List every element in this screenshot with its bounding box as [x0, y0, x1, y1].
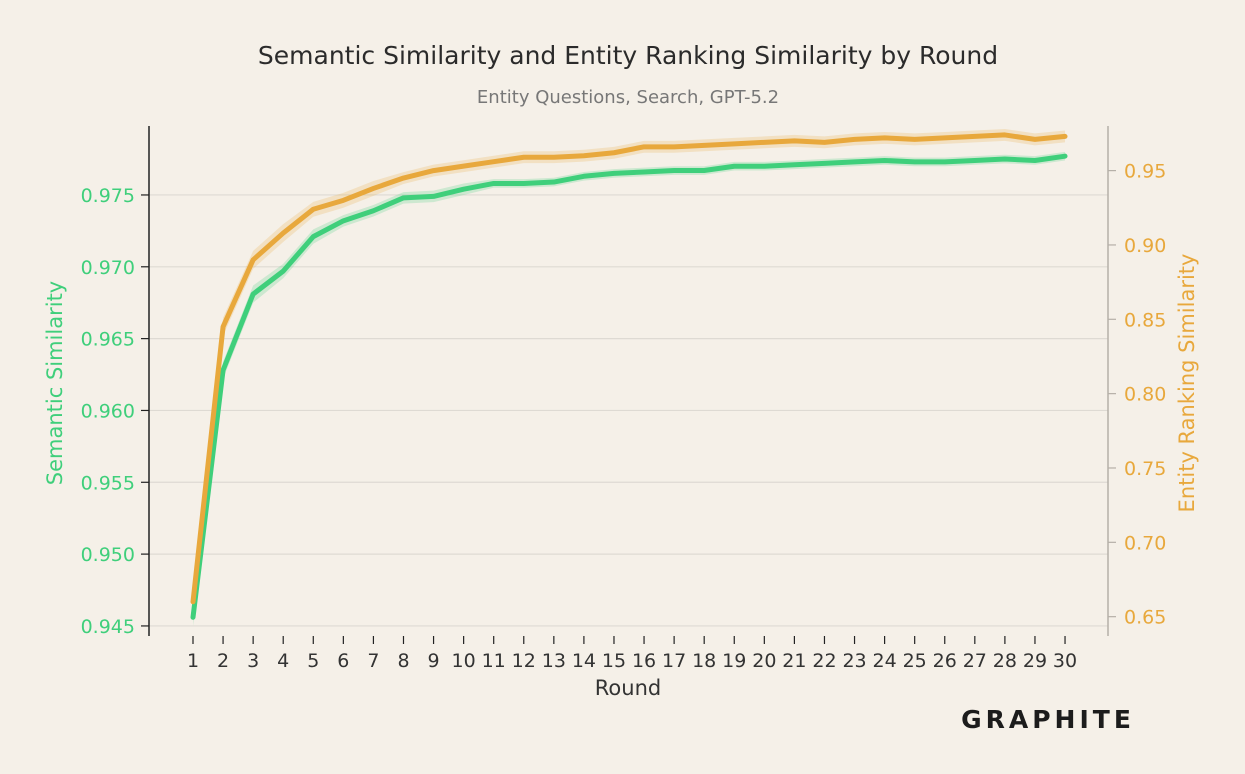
y-right-tick-label-1: 0.70	[1124, 532, 1166, 554]
x-tick-label-11: 12	[512, 650, 536, 672]
x-tick-label-21: 22	[812, 650, 836, 672]
chart-subtitle: Entity Questions, Search, GPT-5.2	[477, 87, 779, 108]
x-tick-label-24: 25	[903, 650, 927, 672]
x-tick-label-3: 4	[277, 650, 289, 672]
y-axis-right-label: Entity Ranking Similarity	[1175, 254, 1199, 513]
x-tick-label-29: 30	[1053, 650, 1077, 672]
confidence-band-semantic	[193, 151, 1066, 626]
x-tick-label-2: 3	[247, 650, 259, 672]
y-left-tick-label-6: 0.975	[81, 185, 135, 207]
x-tick-label-14: 15	[602, 650, 626, 672]
series-line-semantic	[190, 153, 1068, 620]
band-layer	[193, 128, 1066, 626]
y-right-tick-label-2: 0.75	[1124, 458, 1166, 480]
x-tick-label-7: 8	[397, 650, 409, 672]
x-tick-label-8: 9	[428, 650, 440, 672]
y-right-tick-label-5: 0.90	[1124, 235, 1166, 257]
x-tick-label-10: 11	[482, 650, 506, 672]
chart-title: Semantic Similarity and Entity Ranking S…	[258, 41, 998, 70]
x-axis-label: Round	[595, 676, 661, 700]
line-layer	[190, 132, 1068, 620]
grid-layer	[149, 194, 1108, 627]
y-left-tick-label-1: 0.950	[81, 544, 135, 566]
confidence-band-entity	[193, 128, 1066, 611]
x-tick-label-27: 28	[993, 650, 1017, 672]
y-left-tick-label-5: 0.970	[81, 257, 135, 279]
x-tick-label-6: 7	[367, 650, 379, 672]
y-left-tick-label-3: 0.960	[81, 400, 135, 422]
y-right-tick-label-6: 0.95	[1124, 161, 1166, 183]
x-tick-label-1: 2	[217, 650, 229, 672]
x-tick-label-5: 6	[337, 650, 349, 672]
y-left-tick-label-2: 0.955	[81, 472, 135, 494]
x-tick-label-15: 16	[632, 650, 656, 672]
x-tick-label-16: 17	[662, 650, 686, 672]
x-tick-label-9: 10	[452, 650, 476, 672]
x-tick-label-0: 1	[187, 650, 199, 672]
x-tick-label-25: 26	[933, 650, 957, 672]
x-tick-label-20: 21	[782, 650, 806, 672]
y-axis-left-label: Semantic Similarity	[43, 281, 67, 485]
logo-text: GRAPHITE	[961, 705, 1135, 734]
x-tick-label-12: 13	[542, 650, 566, 672]
y-right-tick-label-0: 0.65	[1124, 607, 1166, 629]
x-tick-label-13: 14	[572, 650, 596, 672]
x-tick-label-4: 5	[307, 650, 319, 672]
y-left-tick-label-0: 0.945	[81, 616, 135, 638]
x-tick-label-17: 18	[692, 650, 716, 672]
x-tick-label-28: 29	[1023, 650, 1047, 672]
x-tick-label-26: 27	[963, 650, 987, 672]
y-right-tick-label-3: 0.80	[1124, 384, 1166, 406]
x-tick-label-19: 20	[752, 650, 776, 672]
y-right-tick-label-4: 0.85	[1124, 309, 1166, 331]
graphite-logo: GRAPHITE	[961, 705, 1135, 734]
x-tick-label-18: 19	[722, 650, 746, 672]
axis-layer: 0.9450.9500.9550.9600.9650.9700.9750.650…	[81, 126, 1166, 672]
x-tick-label-23: 24	[873, 650, 897, 672]
x-tick-label-22: 23	[842, 650, 866, 672]
series-line-entity	[190, 132, 1068, 605]
y-left-tick-label-4: 0.965	[81, 329, 135, 351]
